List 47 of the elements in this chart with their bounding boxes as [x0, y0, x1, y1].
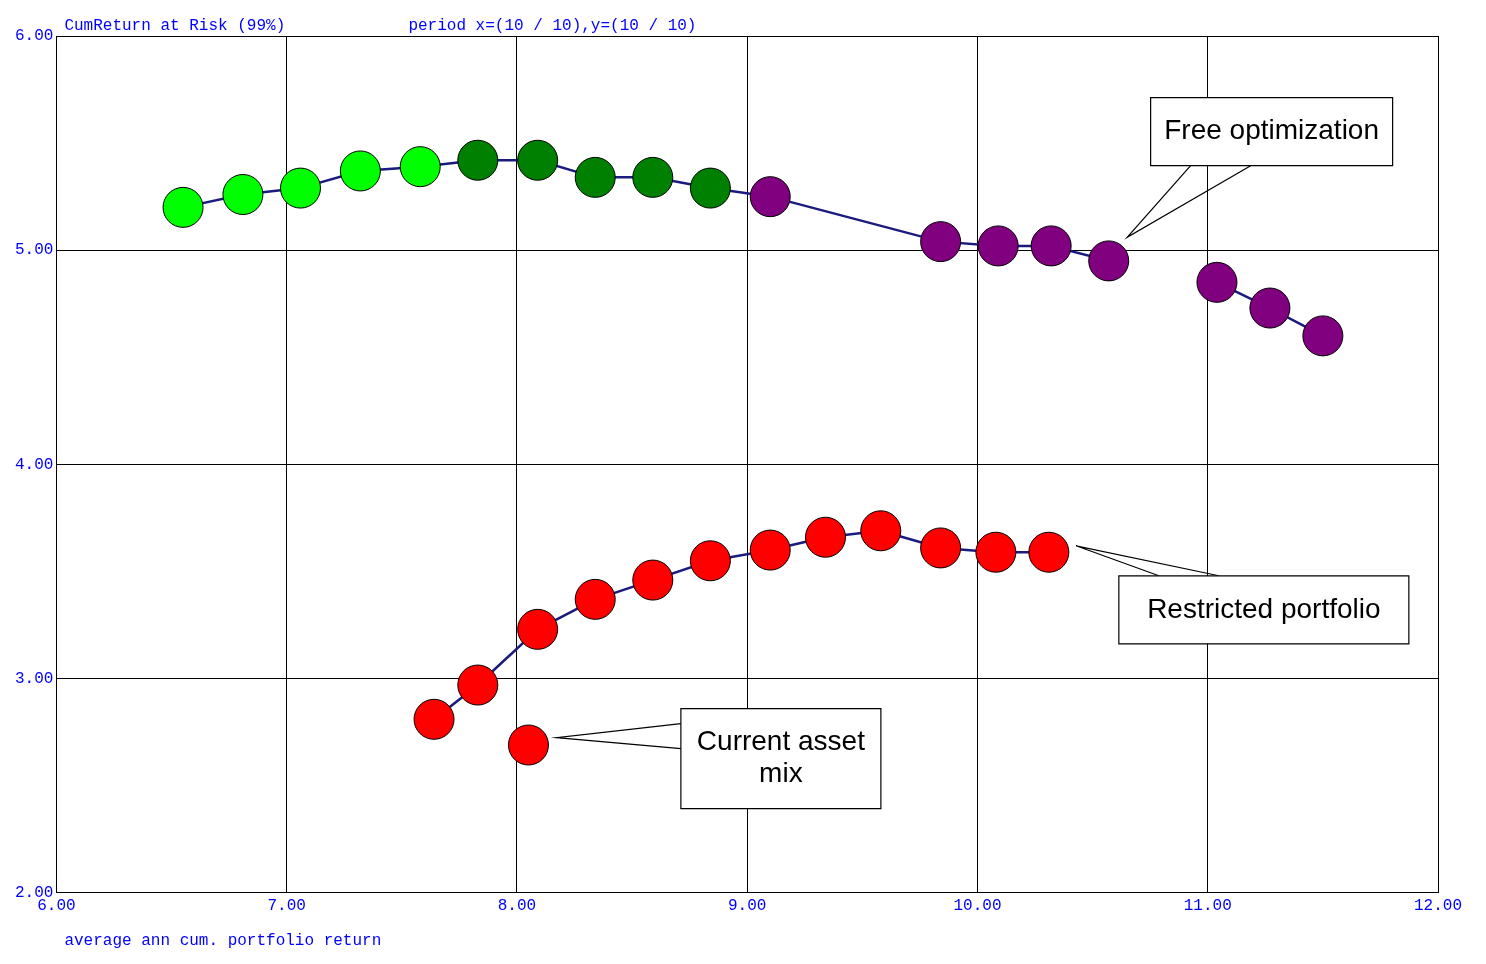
annotation: Current asset mix — [696, 725, 866, 789]
point — [975, 531, 1017, 573]
y-axis-title: CumReturn at Risk (99%) — [64, 17, 286, 36]
point — [804, 516, 846, 558]
point — [517, 139, 559, 181]
y-tick-label: 3.00 — [15, 669, 54, 688]
x-tick-label: 12.00 — [1413, 896, 1463, 915]
x-tick-label: 7.00 — [267, 896, 306, 915]
x-axis-title: average ann cum. portfolio return — [64, 932, 382, 951]
point — [517, 608, 559, 650]
point — [920, 527, 962, 569]
point — [977, 225, 1019, 267]
chart-title: period x=(10 / 10),y=(10 / 10) — [408, 17, 697, 36]
point — [457, 139, 499, 181]
point — [689, 540, 731, 582]
point — [689, 167, 731, 209]
point — [860, 510, 902, 552]
point — [574, 156, 616, 198]
point — [1196, 261, 1238, 303]
point — [749, 529, 791, 571]
y-tick-label: 4.00 — [15, 455, 54, 474]
x-tick-label: 8.00 — [497, 896, 537, 915]
point — [279, 167, 321, 209]
point — [457, 664, 499, 706]
point — [632, 156, 674, 198]
point — [749, 176, 791, 218]
point — [574, 578, 616, 620]
point — [222, 174, 264, 216]
point — [413, 698, 455, 740]
point — [507, 724, 549, 766]
point — [162, 186, 204, 228]
x-tick-label: 10.00 — [953, 896, 1002, 915]
point — [1030, 225, 1072, 267]
x-tick-label: 9.00 — [728, 896, 767, 915]
annotation: Restricted portfolio — [1147, 592, 1381, 624]
point — [1088, 240, 1130, 282]
point — [339, 150, 381, 192]
point — [1302, 315, 1344, 357]
y-tick-label: 5.00 — [15, 241, 54, 260]
point — [399, 146, 441, 188]
y-tick-label: 6.00 — [15, 27, 54, 46]
point — [1028, 531, 1070, 573]
x-tick-label: 11.00 — [1183, 896, 1232, 915]
point — [632, 559, 674, 601]
point — [920, 221, 962, 263]
annotation: Free optimization — [1164, 114, 1380, 146]
point — [1249, 287, 1291, 329]
